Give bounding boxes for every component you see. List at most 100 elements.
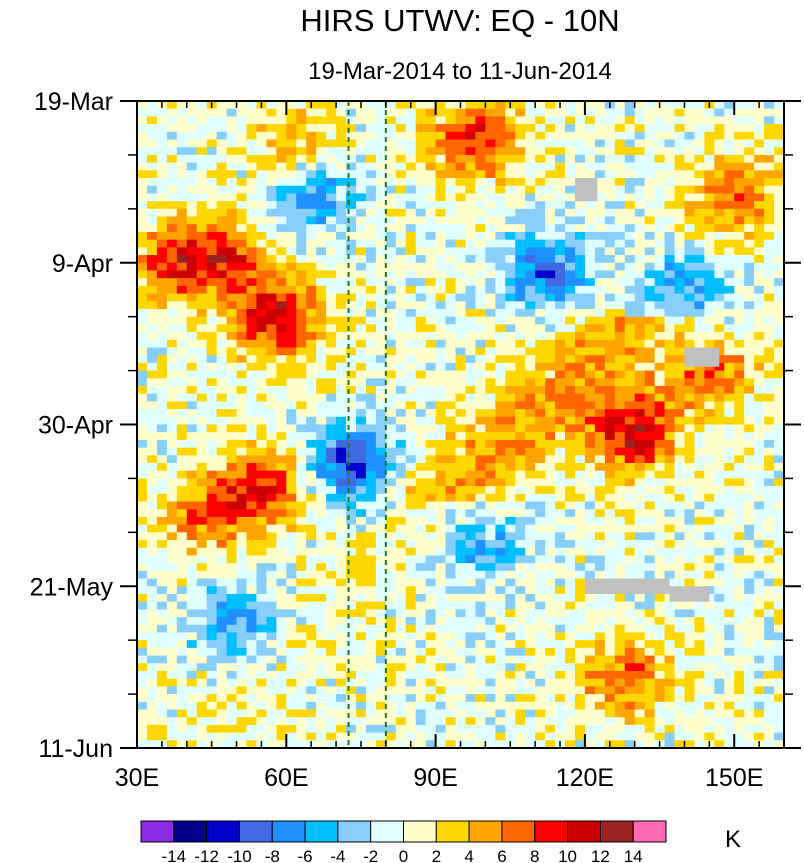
field-cell	[375, 447, 387, 456]
field-cell	[226, 509, 238, 518]
field-cell	[266, 393, 277, 402]
field-cell	[664, 393, 676, 402]
field-cell	[156, 424, 168, 433]
field-cell	[226, 470, 238, 480]
field-cell	[555, 678, 566, 687]
field-cell	[146, 424, 158, 433]
field-cell	[296, 509, 307, 518]
field-cell	[515, 393, 526, 402]
field-cell	[346, 609, 357, 618]
field-cell	[495, 224, 506, 233]
field-cell	[634, 547, 646, 557]
field-cell	[316, 378, 327, 387]
field-cell	[156, 547, 168, 557]
field-cell	[565, 131, 576, 141]
field-cell	[515, 285, 526, 295]
field-cell	[664, 424, 676, 433]
field-cell	[246, 640, 258, 649]
field-cell	[724, 563, 735, 572]
field-cell	[634, 339, 646, 349]
field-cell	[166, 108, 178, 117]
field-cell	[266, 624, 277, 634]
field-cell	[734, 432, 745, 441]
field-cell	[176, 640, 188, 649]
field-cell	[535, 216, 546, 225]
field-cell	[634, 416, 646, 426]
field-cell	[405, 686, 417, 695]
field-cell	[375, 208, 387, 218]
field-cell	[734, 547, 745, 557]
field-cell	[346, 332, 357, 341]
field-cell	[137, 501, 148, 510]
field-cell	[495, 208, 506, 218]
field-cell	[614, 162, 626, 171]
field-cell	[525, 547, 536, 557]
field-cell	[545, 470, 556, 480]
field-cell	[176, 262, 188, 272]
field-cell	[176, 601, 188, 610]
field-cell	[415, 108, 427, 117]
field-cell	[326, 347, 337, 356]
field-cell	[385, 439, 397, 449]
field-cell	[525, 193, 536, 202]
field-cell	[256, 116, 267, 125]
field-cell	[435, 470, 447, 480]
field-cell	[146, 201, 158, 210]
field-cell	[495, 170, 506, 179]
field-cell	[346, 686, 357, 695]
field-cell	[355, 663, 367, 672]
field-cell	[146, 124, 158, 133]
field-cell	[485, 131, 496, 141]
field-cell	[594, 563, 606, 572]
field-cell	[385, 601, 397, 610]
field-cell	[555, 509, 566, 518]
field-cell	[515, 555, 526, 564]
field-cell	[664, 486, 676, 495]
field-cell	[405, 224, 417, 233]
field-cell	[515, 239, 526, 248]
field-cell	[565, 339, 576, 349]
field-cell	[684, 178, 696, 187]
field-cell	[137, 393, 148, 402]
field-cell	[584, 540, 596, 549]
field-cell	[196, 262, 208, 272]
field-cell	[156, 647, 168, 657]
field-cell	[206, 224, 218, 233]
field-cell	[226, 247, 238, 256]
field-cell	[296, 278, 307, 287]
field-cell	[256, 347, 267, 356]
field-cell	[555, 516, 566, 526]
field-cell	[505, 216, 516, 225]
field-cell	[306, 308, 317, 318]
field-cell	[724, 239, 735, 248]
field-cell	[425, 316, 437, 325]
field-cell	[724, 401, 735, 410]
field-cell	[584, 293, 596, 302]
field-cell	[555, 540, 566, 549]
field-cell	[684, 370, 696, 379]
field-cell	[296, 339, 307, 349]
field-cell	[694, 624, 705, 634]
field-cell	[395, 447, 407, 456]
field-cell	[574, 686, 586, 695]
field-cell	[634, 686, 646, 695]
field-cell	[425, 401, 437, 410]
field-cell	[137, 201, 148, 210]
field-cell	[166, 332, 178, 341]
field-cell	[415, 540, 427, 549]
field-cell	[156, 655, 168, 664]
field-cell	[395, 208, 407, 218]
field-cell	[355, 470, 367, 480]
field-cell	[594, 285, 606, 295]
field-cell	[485, 686, 496, 695]
field-cell	[565, 586, 576, 595]
field-cell	[286, 247, 297, 256]
field-cell	[465, 463, 477, 472]
field-cell	[684, 447, 696, 456]
field-cell	[306, 116, 317, 125]
field-cell	[365, 617, 377, 626]
field-cell	[475, 131, 486, 141]
field-cell	[734, 247, 745, 256]
field-cell	[475, 270, 486, 279]
field-cell	[505, 424, 516, 433]
